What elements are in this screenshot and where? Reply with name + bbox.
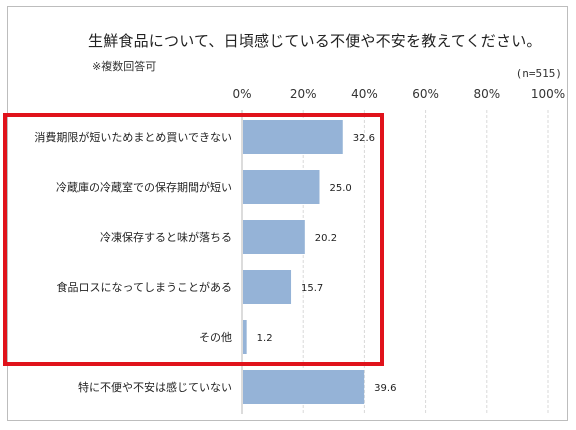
- category-label: 食品ロスになってしまうことがある: [57, 280, 232, 294]
- bar: [243, 170, 320, 204]
- chart-title: 生鮮食品について、日頃感じている不便や不安を教えてください。: [88, 32, 542, 50]
- value-label: 1.2: [257, 333, 273, 344]
- value-label: 25.0: [330, 183, 352, 194]
- bar: [243, 270, 292, 304]
- axis-tick-labels: 0% 20% 40% 60% 80% 100%: [232, 87, 565, 101]
- value-label: 20.2: [315, 233, 337, 244]
- x-tick-label: 80%: [473, 87, 500, 101]
- category-label: 冷蔵庫の冷蔵室での保存期間が短い: [56, 180, 232, 194]
- grid-lines: [241, 110, 549, 414]
- value-label: 15.7: [301, 283, 323, 294]
- value-label: 32.6: [353, 133, 375, 144]
- bars: [243, 120, 365, 404]
- x-tick-label: 20%: [290, 87, 317, 101]
- value-label: 39.6: [374, 383, 396, 394]
- value-labels: 32.6 25.0 20.2 15.7 1.2 39.6: [257, 133, 397, 394]
- bar: [243, 370, 365, 404]
- category-label: 特に不便や不安は感じていない: [78, 380, 232, 394]
- category-label: 冷凍保存すると味が落ちる: [100, 230, 232, 244]
- bar: [243, 220, 305, 254]
- category-label: その他: [199, 331, 232, 344]
- x-tick-label: 40%: [351, 87, 378, 101]
- chart-frame: [7, 6, 568, 421]
- category-label: 消費期限が短いためまとめ買いできない: [34, 130, 232, 144]
- category-labels: 消費期限が短いためまとめ買いできない冷蔵庫の冷蔵室での保存期間が短い冷凍保存する…: [34, 130, 232, 394]
- sample-size: (n=515): [515, 67, 562, 80]
- x-tick-label: 0%: [232, 87, 251, 101]
- x-tick-label: 60%: [412, 87, 439, 101]
- chart-note: ※複数回答可: [92, 60, 157, 73]
- bar: [243, 320, 247, 354]
- bar: [243, 120, 343, 154]
- x-tick-label: 100%: [531, 87, 565, 101]
